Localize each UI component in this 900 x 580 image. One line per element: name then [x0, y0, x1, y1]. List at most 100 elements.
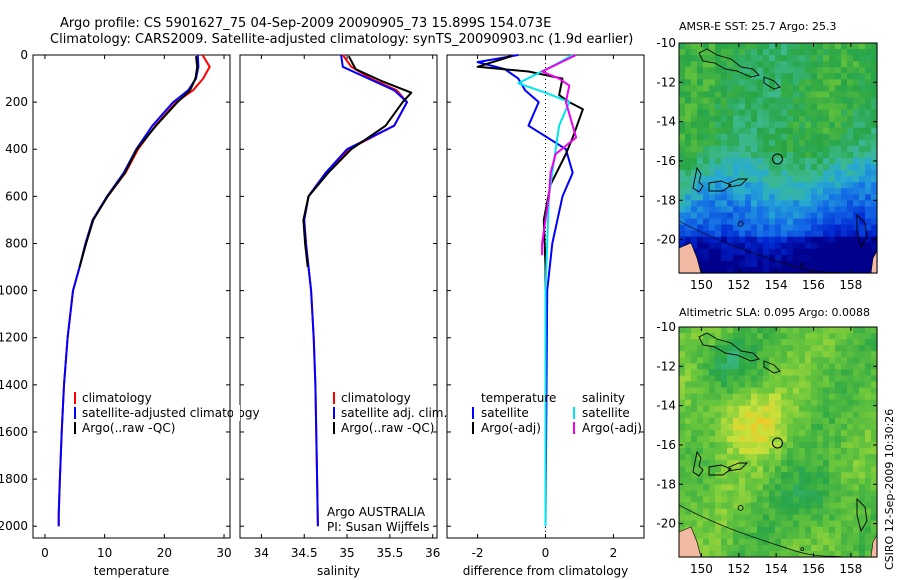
heatmap-cell — [781, 133, 788, 141]
heatmap-cell — [811, 381, 818, 389]
heatmap-cell — [685, 151, 692, 159]
heatmap-cell — [793, 532, 800, 540]
heatmap-cell — [763, 333, 770, 340]
heatmap-cell — [697, 79, 704, 86]
heatmap-cell — [721, 429, 728, 437]
heatmap-cell — [823, 550, 830, 558]
heatmap-cell — [769, 158, 776, 165]
heatmap-cell — [799, 73, 806, 80]
heatmap-cell — [847, 333, 854, 340]
heatmap-cell — [793, 429, 800, 437]
heatmap-cell — [817, 61, 824, 68]
heatmap-cell — [835, 363, 842, 370]
coastline — [692, 166, 704, 193]
heatmap-cell — [811, 544, 818, 552]
heatmap-cell — [775, 151, 782, 159]
heatmap-cell — [679, 411, 686, 419]
heatmap-cell — [817, 236, 824, 244]
heatmap-cell — [775, 526, 782, 534]
heatmap-cell — [685, 55, 692, 62]
heatmap-cell — [811, 91, 818, 99]
heatmap-cell — [697, 133, 704, 141]
heatmap-cell — [805, 194, 812, 201]
heatmap-cell — [829, 109, 836, 117]
heatmap-cell — [775, 73, 782, 80]
heatmap-cell — [781, 85, 788, 93]
heatmap-cell — [817, 538, 824, 546]
heatmap-cell — [829, 405, 836, 413]
heatmap-cell — [811, 442, 818, 449]
heatmap-cell — [715, 466, 722, 473]
heatmap-cell — [865, 478, 872, 485]
heatmap-cell — [847, 514, 854, 522]
heatmap-cell — [769, 49, 776, 56]
heatmap-cell — [763, 526, 770, 534]
heatmap-cell — [799, 55, 806, 62]
heatmap-cell — [727, 260, 734, 268]
heatmap-cell — [727, 97, 734, 105]
heatmap-cell — [715, 538, 722, 546]
heatmap-cell — [715, 442, 722, 449]
heatmap-cell — [775, 375, 782, 383]
heatmap-cell — [787, 345, 794, 352]
heatmap-cell — [727, 121, 734, 129]
heatmap-cell — [805, 139, 812, 147]
heatmap-cell — [841, 423, 848, 431]
heatmap-cell — [745, 158, 752, 165]
heatmap-cell — [829, 164, 836, 171]
heatmap-cell — [793, 496, 800, 504]
heatmap-cell — [751, 538, 758, 546]
heatmap-cell — [793, 339, 800, 346]
heatmap-cell — [763, 164, 770, 171]
heatmap-cell — [733, 429, 740, 437]
heatmap-cell — [697, 164, 704, 171]
heatmap-cell — [763, 260, 770, 268]
heatmap-cell — [757, 484, 764, 492]
heatmap-cell — [685, 454, 692, 461]
heatmap-cell — [817, 357, 824, 364]
heatmap-cell — [829, 236, 836, 244]
heatmap-cell — [787, 472, 794, 479]
sst-map: 150 152 154 156 158-10-12-14-16-18-20 — [656, 36, 878, 292]
heatmap-cell — [703, 170, 710, 177]
heatmap-cell — [841, 429, 848, 437]
heatmap-cell — [721, 550, 728, 558]
heatmap-cell — [847, 260, 854, 268]
heatmap-cell — [853, 448, 860, 455]
heatmap-cell — [679, 333, 686, 340]
heatmap-cell — [679, 97, 686, 105]
heatmap-cell — [697, 91, 704, 99]
heatmap-cell — [799, 526, 806, 534]
heatmap-cell — [751, 399, 758, 407]
heatmap-cell — [805, 151, 812, 159]
heatmap-cell — [781, 236, 788, 244]
heatmap-cell — [871, 61, 878, 68]
heatmap-cell — [865, 218, 872, 226]
heatmap-cell — [859, 79, 866, 86]
heatmap-cell — [865, 351, 872, 358]
heatmap-cell — [739, 538, 746, 546]
heatmap-cell — [733, 254, 740, 262]
heatmap-cell — [703, 381, 710, 389]
heatmap-cell — [679, 200, 686, 208]
heatmap-cell — [829, 526, 836, 534]
heatmap-cell — [781, 109, 788, 117]
heatmap-cell — [709, 151, 716, 159]
heatmap-cell — [751, 145, 758, 153]
heatmap-cell — [811, 97, 818, 105]
heatmap-cell — [739, 97, 746, 105]
heatmap-cell — [853, 550, 860, 558]
heatmap-cell — [799, 170, 806, 177]
heatmap-cell — [871, 188, 878, 195]
heatmap-cell — [805, 333, 812, 340]
heatmap-cell — [859, 182, 866, 189]
heatmap-cell — [805, 351, 812, 358]
heatmap-cell — [769, 405, 776, 413]
heatmap-cell — [799, 357, 806, 364]
heatmap-cell — [769, 532, 776, 540]
heatmap-cell — [793, 218, 800, 226]
heatmap-cell — [841, 158, 848, 165]
heatmap-cell — [871, 393, 878, 401]
heatmap-cell — [721, 97, 728, 105]
heatmap-cell — [721, 351, 728, 358]
